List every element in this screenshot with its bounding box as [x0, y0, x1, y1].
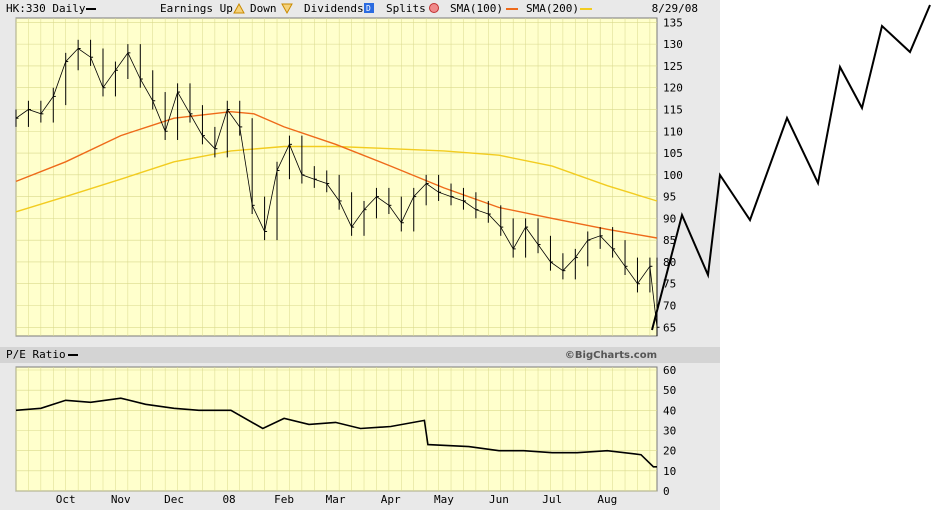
- header-date: 8/29/08: [652, 2, 698, 15]
- price-series-group: [15, 39, 660, 336]
- x-tick-label: Jul: [542, 493, 562, 506]
- price-y-tick-label: 100: [663, 169, 683, 182]
- pe-y-tick-label: 20: [663, 445, 676, 458]
- earnings-down-icon: [281, 3, 293, 15]
- down-label: Down: [250, 2, 277, 15]
- x-axis: Oct Nov Dec 08 Feb Mar Apr May Jun Jul Aug: [56, 493, 617, 506]
- pe-y-tick-label: 40: [663, 404, 676, 417]
- price-y-tick-label: 120: [663, 82, 683, 95]
- price-line: [15, 47, 658, 328]
- x-tick-label: Jun: [489, 493, 509, 506]
- pe-panel-bar: [0, 347, 720, 363]
- pe-y-axis: 0 10 20 30 40 50 60: [663, 364, 676, 498]
- price-y-tick-label: 95: [663, 191, 676, 204]
- pe-grid: [15, 367, 657, 492]
- x-tick-label: 08: [222, 493, 235, 506]
- pe-y-tick-label: 10: [663, 465, 676, 478]
- pe-y-tick-label: 0: [663, 485, 670, 498]
- pe-y-tick-label: 60: [663, 364, 676, 377]
- splits-label: Splits: [386, 2, 426, 15]
- x-tick-label: Aug: [597, 493, 617, 506]
- dividends-icon: [364, 3, 374, 13]
- sma100-label: SMA(100): [450, 2, 503, 15]
- price-y-tick-label: 90: [663, 212, 676, 225]
- x-tick-label: Apr: [381, 493, 401, 506]
- header-bar: [0, 0, 720, 18]
- price-y-tick-label: 65: [663, 321, 676, 334]
- pe-y-tick-label: 30: [663, 425, 676, 438]
- x-tick-label: Oct: [56, 493, 76, 506]
- price-y-tick-label: 130: [663, 38, 683, 51]
- sma200-line: [15, 145, 658, 213]
- pe-line: [15, 397, 657, 468]
- sma200-label: SMA(200): [526, 2, 579, 15]
- price-grid: [15, 18, 657, 336]
- scribble-line: [651, 4, 931, 331]
- earnings-up-label: Earnings Up: [160, 2, 233, 15]
- splits-icon: [429, 3, 439, 13]
- dividends-label: Dividends: [304, 2, 364, 15]
- sma100-line: [15, 110, 658, 239]
- dividends-icon-text: D: [366, 4, 371, 13]
- price-y-tick-label: 105: [663, 147, 683, 160]
- pe-y-tick-label: 50: [663, 384, 676, 397]
- x-tick-label: Dec: [164, 493, 184, 506]
- price-y-tick-label: 110: [663, 125, 683, 138]
- x-tick-label: Mar: [326, 493, 346, 506]
- price-y-tick-label: 75: [663, 278, 676, 291]
- symbol-label: HK:330 Daily: [6, 2, 86, 15]
- price-y-tick-label: 135: [663, 16, 683, 29]
- x-tick-label: May: [434, 493, 454, 506]
- price-y-tick-label: 125: [663, 60, 683, 73]
- x-tick-label: Feb: [274, 493, 294, 506]
- price-y-tick-label: 85: [663, 234, 676, 247]
- pe-series-group: [15, 397, 657, 468]
- pe-plot-area: [15, 366, 658, 492]
- price-y-tick-label: 115: [663, 103, 683, 116]
- price-y-tick-label: 70: [663, 300, 676, 313]
- earnings-up-icon: [233, 2, 245, 14]
- x-tick-label: Nov: [111, 493, 131, 506]
- price-plot-area: [15, 17, 658, 337]
- chart-svg: HK:330 Daily Earnings Up Down Dividends …: [0, 0, 720, 506]
- credit-text: ©BigCharts.com: [565, 350, 657, 361]
- pe-label: P/E Ratio: [6, 348, 66, 361]
